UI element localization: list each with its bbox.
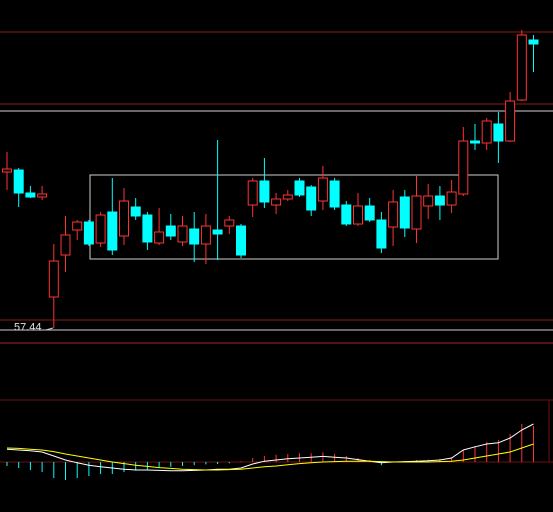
candle-body	[481, 120, 492, 144]
candle-body	[37, 193, 48, 198]
candle-body	[411, 195, 422, 230]
candle-body	[306, 186, 317, 211]
candle-body	[130, 206, 141, 217]
candle-body	[446, 191, 457, 206]
candle-body	[48, 260, 59, 298]
candle-body	[434, 195, 445, 206]
candle-body	[516, 34, 527, 101]
candle-body	[353, 205, 363, 225]
candle-body	[388, 201, 399, 228]
candle-body	[60, 234, 71, 256]
candle-body	[200, 225, 211, 245]
range-box	[89, 174, 499, 260]
macd-line	[6, 443, 534, 471]
candle-body	[247, 180, 258, 206]
candle-body	[505, 100, 516, 142]
low-arrow	[45, 327, 54, 331]
candle-body	[165, 225, 176, 237]
candle-body	[13, 169, 24, 194]
candle-body	[528, 39, 539, 45]
candle-body	[25, 192, 36, 198]
candle-body	[119, 200, 129, 237]
candle-body	[329, 180, 340, 208]
candle-body	[364, 205, 375, 221]
candle-body	[376, 219, 387, 249]
candle-body	[72, 221, 83, 231]
candle-body	[177, 225, 188, 243]
candle-body	[399, 196, 410, 229]
candle-body	[423, 195, 434, 207]
macd-line	[6, 423, 534, 472]
candle-body	[493, 123, 504, 142]
candle-body	[294, 180, 305, 196]
candle-body	[470, 140, 480, 144]
candle-body	[189, 228, 200, 245]
candle-body	[317, 177, 328, 202]
candle-body	[271, 198, 282, 206]
candle-body	[154, 231, 165, 244]
candle-body	[341, 204, 352, 225]
candle-body	[83, 221, 94, 245]
candle-body	[282, 194, 293, 200]
reference-lines	[0, 31, 553, 463]
low-label: 57.44	[14, 321, 42, 333]
candle-body	[95, 214, 106, 244]
candle-body	[259, 180, 270, 203]
candle-body	[224, 219, 235, 227]
candle-body	[2, 168, 12, 173]
candle-body	[458, 140, 469, 195]
candle-body	[212, 229, 223, 235]
candle-body	[236, 225, 246, 256]
candle-body	[107, 211, 118, 251]
candle-body	[142, 214, 153, 243]
